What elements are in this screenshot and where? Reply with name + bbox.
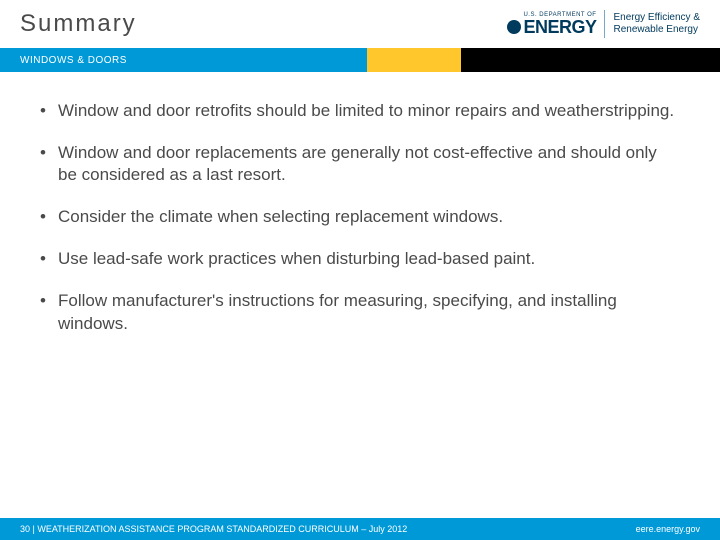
list-item: Window and door retrofits should be limi… — [40, 100, 680, 122]
stripe-label: WINDOWS & DOORS — [20, 55, 127, 66]
footer-right-text: eere.energy.gov — [636, 524, 700, 534]
stripe-black-segment — [461, 48, 720, 72]
doe-wordmark: U.S. DEPARTMENT OF ENERGY — [507, 12, 596, 36]
list-item: Follow manufacturer's instructions for m… — [40, 290, 680, 334]
logo-divider — [604, 10, 605, 38]
slide-footer: 30 | WEATHERIZATION ASSISTANCE PROGRAM S… — [0, 518, 720, 540]
footer-left-text: 30 | WEATHERIZATION ASSISTANCE PROGRAM S… — [20, 524, 407, 534]
list-item: Use lead-safe work practices when distur… — [40, 248, 680, 270]
eere-line2: Renewable Energy — [613, 24, 700, 36]
slide-header: Summary U.S. DEPARTMENT OF ENERGY Energy… — [0, 0, 720, 48]
bullet-list: Window and door retrofits should be limi… — [40, 100, 680, 335]
list-item: Consider the climate when selecting repl… — [40, 206, 680, 228]
stripe-yellow-segment — [367, 48, 461, 72]
doe-logo-block: U.S. DEPARTMENT OF ENERGY Energy Efficie… — [507, 10, 700, 38]
doe-seal-icon — [507, 20, 521, 34]
doe-main-text: ENERGY — [523, 17, 596, 37]
doe-main-line: ENERGY — [507, 18, 596, 36]
eere-line1: Energy Efficiency & — [613, 12, 700, 24]
content-area: Window and door retrofits should be limi… — [0, 72, 720, 335]
eere-subtitle: Energy Efficiency & Renewable Energy — [613, 12, 700, 36]
page-title: Summary — [20, 10, 137, 38]
list-item: Window and door replacements are general… — [40, 142, 680, 186]
stripe-blue-segment: WINDOWS & DOORS — [0, 48, 367, 72]
color-stripe: WINDOWS & DOORS — [0, 48, 720, 72]
